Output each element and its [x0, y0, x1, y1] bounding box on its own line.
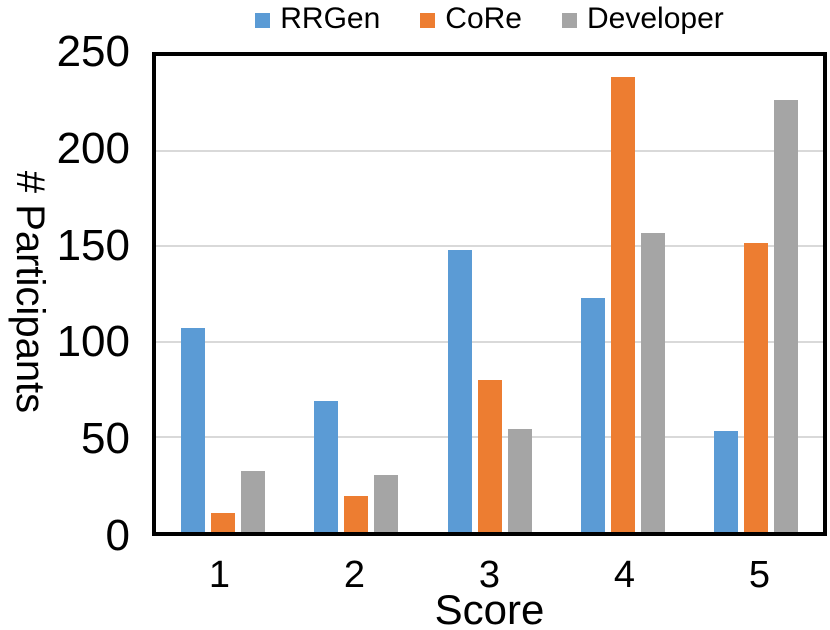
bar-rrgen-score-3: [447, 250, 472, 532]
bar-rrgen-score-1: [180, 328, 205, 532]
legend-label: RRGen: [280, 2, 381, 35]
bar-rrgen-score-4: [580, 297, 605, 532]
x-tick-label-4: 4: [613, 554, 636, 596]
bar-group-score-5: [690, 56, 823, 532]
gridline-200: [156, 150, 823, 153]
y-tick-label-250: 250: [56, 27, 130, 76]
legend-label: Developer: [587, 2, 724, 35]
bar-core-score-2: [344, 495, 369, 532]
bar-core-score-5: [744, 242, 769, 532]
legend-item-core: CoRe: [420, 4, 522, 34]
bar-core-score-1: [210, 512, 235, 532]
y-tick-label-100: 100: [56, 317, 130, 367]
x-tick-label-2: 2: [343, 554, 366, 596]
legend-swatch-core: [420, 12, 436, 28]
bar-group-score-2: [289, 56, 422, 532]
bar-groups-layer: [156, 56, 823, 532]
bar-developer-score-5: [774, 99, 799, 532]
bar-developer-score-4: [640, 233, 665, 532]
bar-rrgen-score-2: [314, 400, 339, 532]
x-tick-label-1: 1: [208, 554, 231, 596]
bar-developer-score-1: [240, 471, 265, 532]
y-tick-label-200: 200: [56, 123, 130, 173]
y-axis-ticks: 0 50 100 150 200 250: [0, 30, 130, 558]
bar-core-score-3: [477, 379, 502, 532]
bar-developer-score-3: [507, 429, 532, 532]
legend-item-developer: Developer: [562, 4, 724, 34]
bar-group-score-4: [556, 56, 689, 532]
x-tick-label-3: 3: [478, 554, 501, 596]
y-tick-label-50: 50: [81, 414, 130, 464]
bar-group-score-3: [423, 56, 556, 532]
legend-swatch-developer: [562, 12, 577, 28]
x-tick-label-5: 5: [748, 554, 771, 596]
plot-area: [152, 52, 827, 536]
x-axis-title: Score: [434, 586, 545, 630]
bar-group-score-1: [156, 56, 289, 532]
gridline-150: [156, 245, 823, 248]
bar-rrgen-score-5: [714, 431, 739, 532]
legend-label: CoRe: [445, 2, 522, 35]
chart-legend: RRGen CoRe Developer: [152, 2, 827, 36]
legend-item-rrgen: RRGen: [255, 4, 380, 34]
y-tick-label-0: 0: [105, 511, 130, 560]
bar-developer-score-2: [374, 474, 399, 532]
y-tick-label-150: 150: [56, 220, 130, 270]
bar-core-score-4: [610, 76, 635, 532]
gridline-100: [156, 340, 823, 343]
legend-swatch-rrgen: [255, 12, 271, 28]
x-axis-ticks: 1 2 3 4 5: [152, 556, 827, 594]
